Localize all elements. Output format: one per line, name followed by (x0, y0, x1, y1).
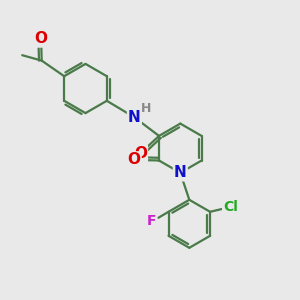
Text: O: O (134, 146, 147, 161)
Text: H: H (141, 102, 151, 116)
Text: N: N (174, 165, 187, 180)
Text: Cl: Cl (223, 200, 238, 214)
Text: O: O (34, 32, 48, 46)
Text: N: N (128, 110, 141, 125)
Text: O: O (128, 152, 141, 167)
Text: F: F (147, 214, 156, 228)
